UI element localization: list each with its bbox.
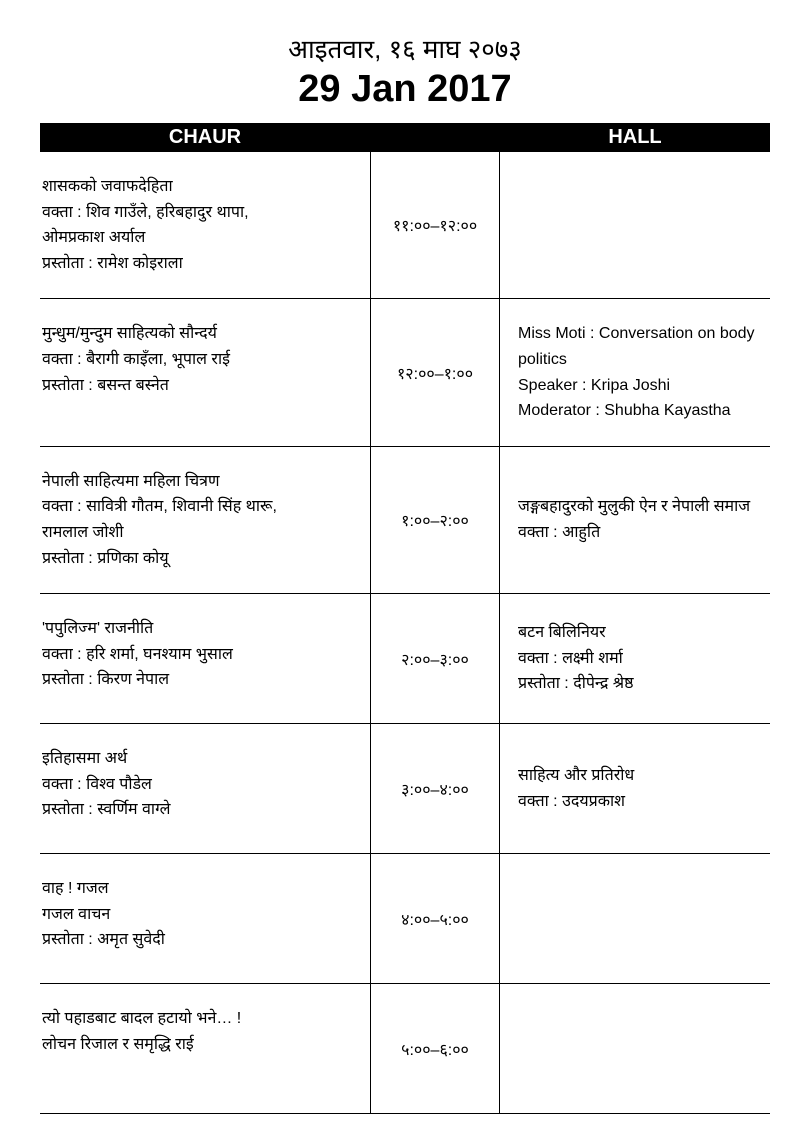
chaur-cell: त्यो पहाडबाट बादल हटायो भने… !लोचन रिजाल… [40, 984, 370, 1113]
hall-line: वक्ता : आहुति [518, 520, 758, 546]
time-cell: ४:००–५:०० [370, 854, 500, 983]
hall-cell: Miss Moti : Conversation on body politic… [500, 299, 770, 445]
hall-line: साहित्य और प्रतिरोध [518, 763, 758, 789]
time-cell: १२:००–१:०० [370, 299, 500, 445]
time-cell: १:००–२:०० [370, 447, 500, 593]
time-cell: ५:००–६:०० [370, 984, 500, 1113]
chaur-line: प्रस्तोता : अमृत सुवेदी [42, 927, 358, 953]
schedule-row: मुन्धुम/मुन्दुम साहित्यको सौन्दर्यवक्ता … [40, 299, 770, 446]
schedule-row: शासकको जवाफदेहितावक्ता : शिव गाउँले, हरि… [40, 152, 770, 299]
chaur-line: प्रस्तोता : रामेश कोइराला [42, 251, 358, 277]
hall-line: Speaker : Kripa Joshi [518, 373, 758, 399]
chaur-line: प्रस्तोता : प्रणिका कोयू [42, 546, 358, 572]
hall-line: वक्ता : लक्ष्मी शर्मा [518, 646, 758, 672]
hall-line: Miss Moti : Conversation on body politic… [518, 321, 758, 372]
chaur-line: प्रस्तोता : किरण नेपाल [42, 667, 358, 693]
hall-cell [500, 984, 770, 1113]
chaur-cell: शासकको जवाफदेहितावक्ता : शिव गाउँले, हरि… [40, 152, 370, 298]
chaur-line: मुन्धुम/मुन्दुम साहित्यको सौन्दर्य [42, 321, 358, 347]
chaur-cell: 'पपुलिज्म' राजनीतिवक्ता : हरि शर्मा, घनश… [40, 594, 370, 723]
chaur-line: वक्ता : सावित्री गौतम, शिवानी सिंह थारू, [42, 494, 358, 520]
hall-line: Moderator : Shubha Kayastha [518, 398, 758, 424]
chaur-line: प्रस्तोता : स्वर्णिम वाग्ले [42, 797, 358, 823]
chaur-line: गजल वाचन [42, 902, 358, 928]
hall-cell [500, 854, 770, 983]
column-header-chaur: CHAUR [40, 123, 370, 152]
time-cell: २:००–३:०० [370, 594, 500, 723]
schedule-row: त्यो पहाडबाट बादल हटायो भने… !लोचन रिजाल… [40, 984, 770, 1114]
schedule-row: नेपाली साहित्यमा महिला चित्रणवक्ता : साव… [40, 447, 770, 594]
schedule-row: वाह ! गजलगजल वाचनप्रस्तोता : अमृत सुवेदी… [40, 854, 770, 984]
hall-cell: साहित्य और प्रतिरोधवक्ता : उदयप्रकाश [500, 724, 770, 853]
chaur-cell: इतिहासमा अर्थवक्ता : विश्व पौडेलप्रस्तोत… [40, 724, 370, 853]
hall-line: वक्ता : उदयप्रकाश [518, 789, 758, 815]
chaur-line: वक्ता : विश्व पौडेल [42, 772, 358, 798]
nepali-date: आइतवार, १६ माघ २०७३ [40, 30, 770, 66]
chaur-line: शासकको जवाफदेहिता [42, 174, 358, 200]
hall-cell: जङ्गबहादुरको मुलुकी ऐन र नेपाली समाजवक्त… [500, 447, 770, 593]
chaur-line: ओमप्रकाश अर्याल [42, 225, 358, 251]
schedule-row: इतिहासमा अर्थवक्ता : विश्व पौडेलप्रस्तोत… [40, 724, 770, 854]
chaur-line: लोचन रिजाल र समृद्धि राई [42, 1032, 358, 1058]
time-cell: ११:००–१२:०० [370, 152, 500, 298]
chaur-cell: वाह ! गजलगजल वाचनप्रस्तोता : अमृत सुवेदी [40, 854, 370, 983]
hall-line: प्रस्तोता : दीपेन्द्र श्रेष्ठ [518, 671, 758, 697]
chaur-cell: नेपाली साहित्यमा महिला चित्रणवक्ता : साव… [40, 447, 370, 593]
chaur-line: प्रस्तोता : बसन्त बस्नेत [42, 373, 358, 399]
hall-line: जङ्गबहादुरको मुलुकी ऐन र नेपाली समाज [518, 494, 758, 520]
chaur-line: वक्ता : शिव गाउँले, हरिबहादुर थापा, [42, 200, 358, 226]
chaur-cell: मुन्धुम/मुन्दुम साहित्यको सौन्दर्यवक्ता … [40, 299, 370, 445]
chaur-line: नेपाली साहित्यमा महिला चित्रण [42, 469, 358, 495]
chaur-line: वाह ! गजल [42, 876, 358, 902]
chaur-line: 'पपुलिज्म' राजनीति [42, 616, 358, 642]
schedule-row: 'पपुलिज्म' राजनीतिवक्ता : हरि शर्मा, घनश… [40, 594, 770, 724]
hall-line: बटन बिलिनियर [518, 620, 758, 646]
chaur-line: त्यो पहाडबाट बादल हटायो भने… ! [42, 1006, 358, 1032]
chaur-line: इतिहासमा अर्थ [42, 746, 358, 772]
hall-cell: बटन बिलिनियरवक्ता : लक्ष्मी शर्माप्रस्तो… [500, 594, 770, 723]
chaur-line: वक्ता : हरि शर्मा, घनश्याम भुसाल [42, 642, 358, 668]
header: आइतवार, १६ माघ २०७३ 29 Jan 2017 [40, 30, 770, 111]
column-header-row: CHAUR HALL [40, 123, 770, 152]
chaur-line: वक्ता : बैरागी काइँला, भूपाल राई [42, 347, 358, 373]
chaur-line: रामलाल जोशी [42, 520, 358, 546]
hall-cell [500, 152, 770, 298]
column-header-hall: HALL [500, 123, 770, 152]
column-header-time [370, 123, 500, 152]
schedule-body: शासकको जवाफदेहितावक्ता : शिव गाउँले, हरि… [40, 152, 770, 1114]
english-date: 29 Jan 2017 [40, 68, 770, 111]
time-cell: ३:००–४:०० [370, 724, 500, 853]
